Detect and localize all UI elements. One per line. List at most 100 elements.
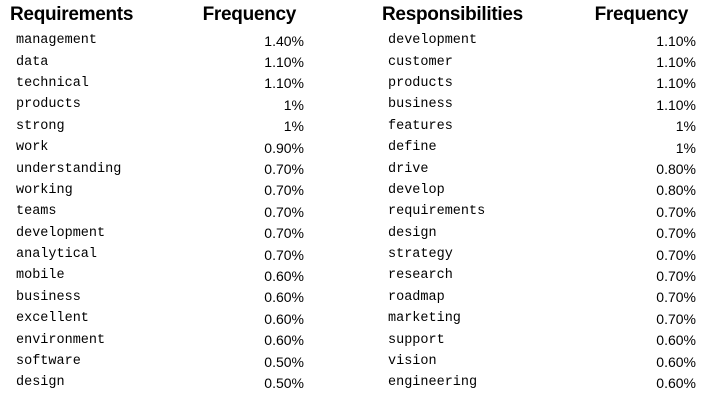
frequency-cell: 0.70% bbox=[264, 182, 304, 199]
table-row: analytical 0.70% bbox=[10, 244, 306, 265]
frequency-cell: 1.10% bbox=[656, 96, 696, 113]
frequency-cell: 0.70% bbox=[264, 161, 304, 178]
frequency-cell: 0.60% bbox=[264, 289, 304, 306]
frequency-cell: 0.70% bbox=[264, 203, 304, 220]
table-row: mobile 0.60% bbox=[10, 265, 306, 286]
frequency-cell: 1.10% bbox=[656, 32, 696, 49]
frequency-cell: 0.60% bbox=[656, 353, 696, 370]
word-cell: customer bbox=[388, 54, 453, 70]
frequency-cell: 1.10% bbox=[264, 75, 304, 92]
table-row: work 0.90% bbox=[10, 137, 306, 158]
table-row: design 0.50% bbox=[10, 372, 306, 393]
word-cell: working bbox=[16, 182, 73, 198]
word-cell: business bbox=[16, 289, 81, 305]
frequency-cell: 0.70% bbox=[656, 246, 696, 263]
word-cell: roadmap bbox=[388, 289, 445, 305]
word-cell: requirements bbox=[388, 204, 486, 220]
word-cell: vision bbox=[388, 354, 437, 370]
word-cell: software bbox=[16, 354, 81, 370]
requirements-frequency-header: Frequency bbox=[202, 4, 297, 25]
word-cell: support bbox=[388, 332, 445, 348]
frequency-cell: 0.80% bbox=[656, 182, 696, 199]
table-row: research 0.70% bbox=[382, 265, 698, 286]
table-row: understanding 0.70% bbox=[10, 158, 306, 179]
word-cell: work bbox=[16, 140, 49, 156]
word-cell: design bbox=[388, 225, 437, 241]
table-row: environment 0.60% bbox=[10, 329, 306, 350]
word-cell: research bbox=[388, 268, 453, 284]
word-cell: analytical bbox=[16, 247, 98, 263]
table-row: working 0.70% bbox=[10, 180, 306, 201]
table-row: strong 1% bbox=[10, 116, 306, 137]
requirements-header: Requirements bbox=[10, 4, 134, 25]
word-cell: data bbox=[16, 54, 49, 70]
table-row: drive 0.80% bbox=[382, 158, 698, 179]
word-cell: teams bbox=[16, 204, 57, 220]
frequency-cell: 1.10% bbox=[656, 54, 696, 71]
word-cell: design bbox=[16, 375, 65, 391]
responsibilities-header: Responsibilities bbox=[382, 4, 523, 25]
word-cell: strategy bbox=[388, 247, 453, 263]
responsibilities-table: Responsibilities Frequency development 1.… bbox=[382, 0, 698, 394]
frequency-cell: 0.70% bbox=[264, 225, 304, 242]
word-cell: mobile bbox=[16, 268, 65, 284]
frequency-cell: 1% bbox=[283, 96, 304, 113]
frequency-cell: 0.80% bbox=[656, 161, 696, 178]
word-cell: development bbox=[388, 33, 478, 49]
word-cell: engineering bbox=[388, 375, 478, 391]
table-row: vision 0.60% bbox=[382, 351, 698, 372]
table-row: teams 0.70% bbox=[10, 201, 306, 222]
frequency-cell: 0.50% bbox=[264, 353, 304, 370]
frequency-cell: 1.10% bbox=[656, 75, 696, 92]
word-cell: technical bbox=[16, 75, 89, 91]
frequency-cell: 0.70% bbox=[656, 310, 696, 327]
word-cell: define bbox=[388, 140, 437, 156]
frequency-cell: 1% bbox=[675, 118, 696, 135]
responsibilities-table-body: development 1.10% customer 1.10% products 1.1… bbox=[382, 30, 698, 394]
table-row: define 1% bbox=[382, 137, 698, 158]
frequency-cell: 0.70% bbox=[656, 203, 696, 220]
table-row: design 0.70% bbox=[382, 223, 698, 244]
frequency-cell: 1% bbox=[675, 139, 696, 156]
responsibilities-frequency-header: Frequency bbox=[594, 4, 689, 25]
frequency-cell: 0.60% bbox=[656, 374, 696, 391]
word-cell: excellent bbox=[16, 311, 89, 327]
table-row: strategy 0.70% bbox=[382, 244, 698, 265]
table-row: features 1% bbox=[382, 116, 698, 137]
table-row: software 0.50% bbox=[10, 351, 306, 372]
frequency-cell: 0.90% bbox=[264, 139, 304, 156]
word-cell: drive bbox=[388, 161, 429, 177]
requirements-header-row: Requirements Frequency bbox=[10, 0, 306, 30]
frequency-cell: 0.60% bbox=[264, 310, 304, 327]
frequency-cell: 1.10% bbox=[264, 54, 304, 71]
table-row: data 1.10% bbox=[10, 51, 306, 72]
frequency-cell: 0.60% bbox=[264, 332, 304, 349]
table-row: support 0.60% bbox=[382, 329, 698, 350]
table-row: engineering 0.60% bbox=[382, 372, 698, 393]
frequency-cell: 0.70% bbox=[656, 267, 696, 284]
table-row: roadmap 0.70% bbox=[382, 287, 698, 308]
frequency-cell: 1.40% bbox=[264, 32, 304, 49]
word-cell: products bbox=[388, 75, 453, 91]
table-row: development 0.70% bbox=[10, 223, 306, 244]
word-cell: management bbox=[16, 33, 98, 49]
word-cell: products bbox=[16, 97, 81, 113]
word-cell: features bbox=[388, 118, 453, 134]
table-row: development 1.10% bbox=[382, 30, 698, 51]
table-row: technical 1.10% bbox=[10, 73, 306, 94]
table-row: management 1.40% bbox=[10, 30, 306, 51]
word-cell: development bbox=[16, 225, 106, 241]
frequency-cell: 0.60% bbox=[264, 267, 304, 284]
table-row: products 1.10% bbox=[382, 73, 698, 94]
table-row: business 1.10% bbox=[382, 94, 698, 115]
requirements-table: Requirements Frequency management 1.40% da… bbox=[10, 0, 306, 394]
word-cell: environment bbox=[16, 332, 106, 348]
frequency-cell: 0.70% bbox=[264, 246, 304, 263]
frequency-cell: 0.50% bbox=[264, 374, 304, 391]
frequency-cell: 0.60% bbox=[656, 332, 696, 349]
word-cell: understanding bbox=[16, 161, 122, 177]
responsibilities-header-row: Responsibilities Frequency bbox=[382, 0, 698, 30]
word-cell: develop bbox=[388, 182, 445, 198]
table-row: requirements 0.70% bbox=[382, 201, 698, 222]
word-cell: business bbox=[388, 97, 453, 113]
